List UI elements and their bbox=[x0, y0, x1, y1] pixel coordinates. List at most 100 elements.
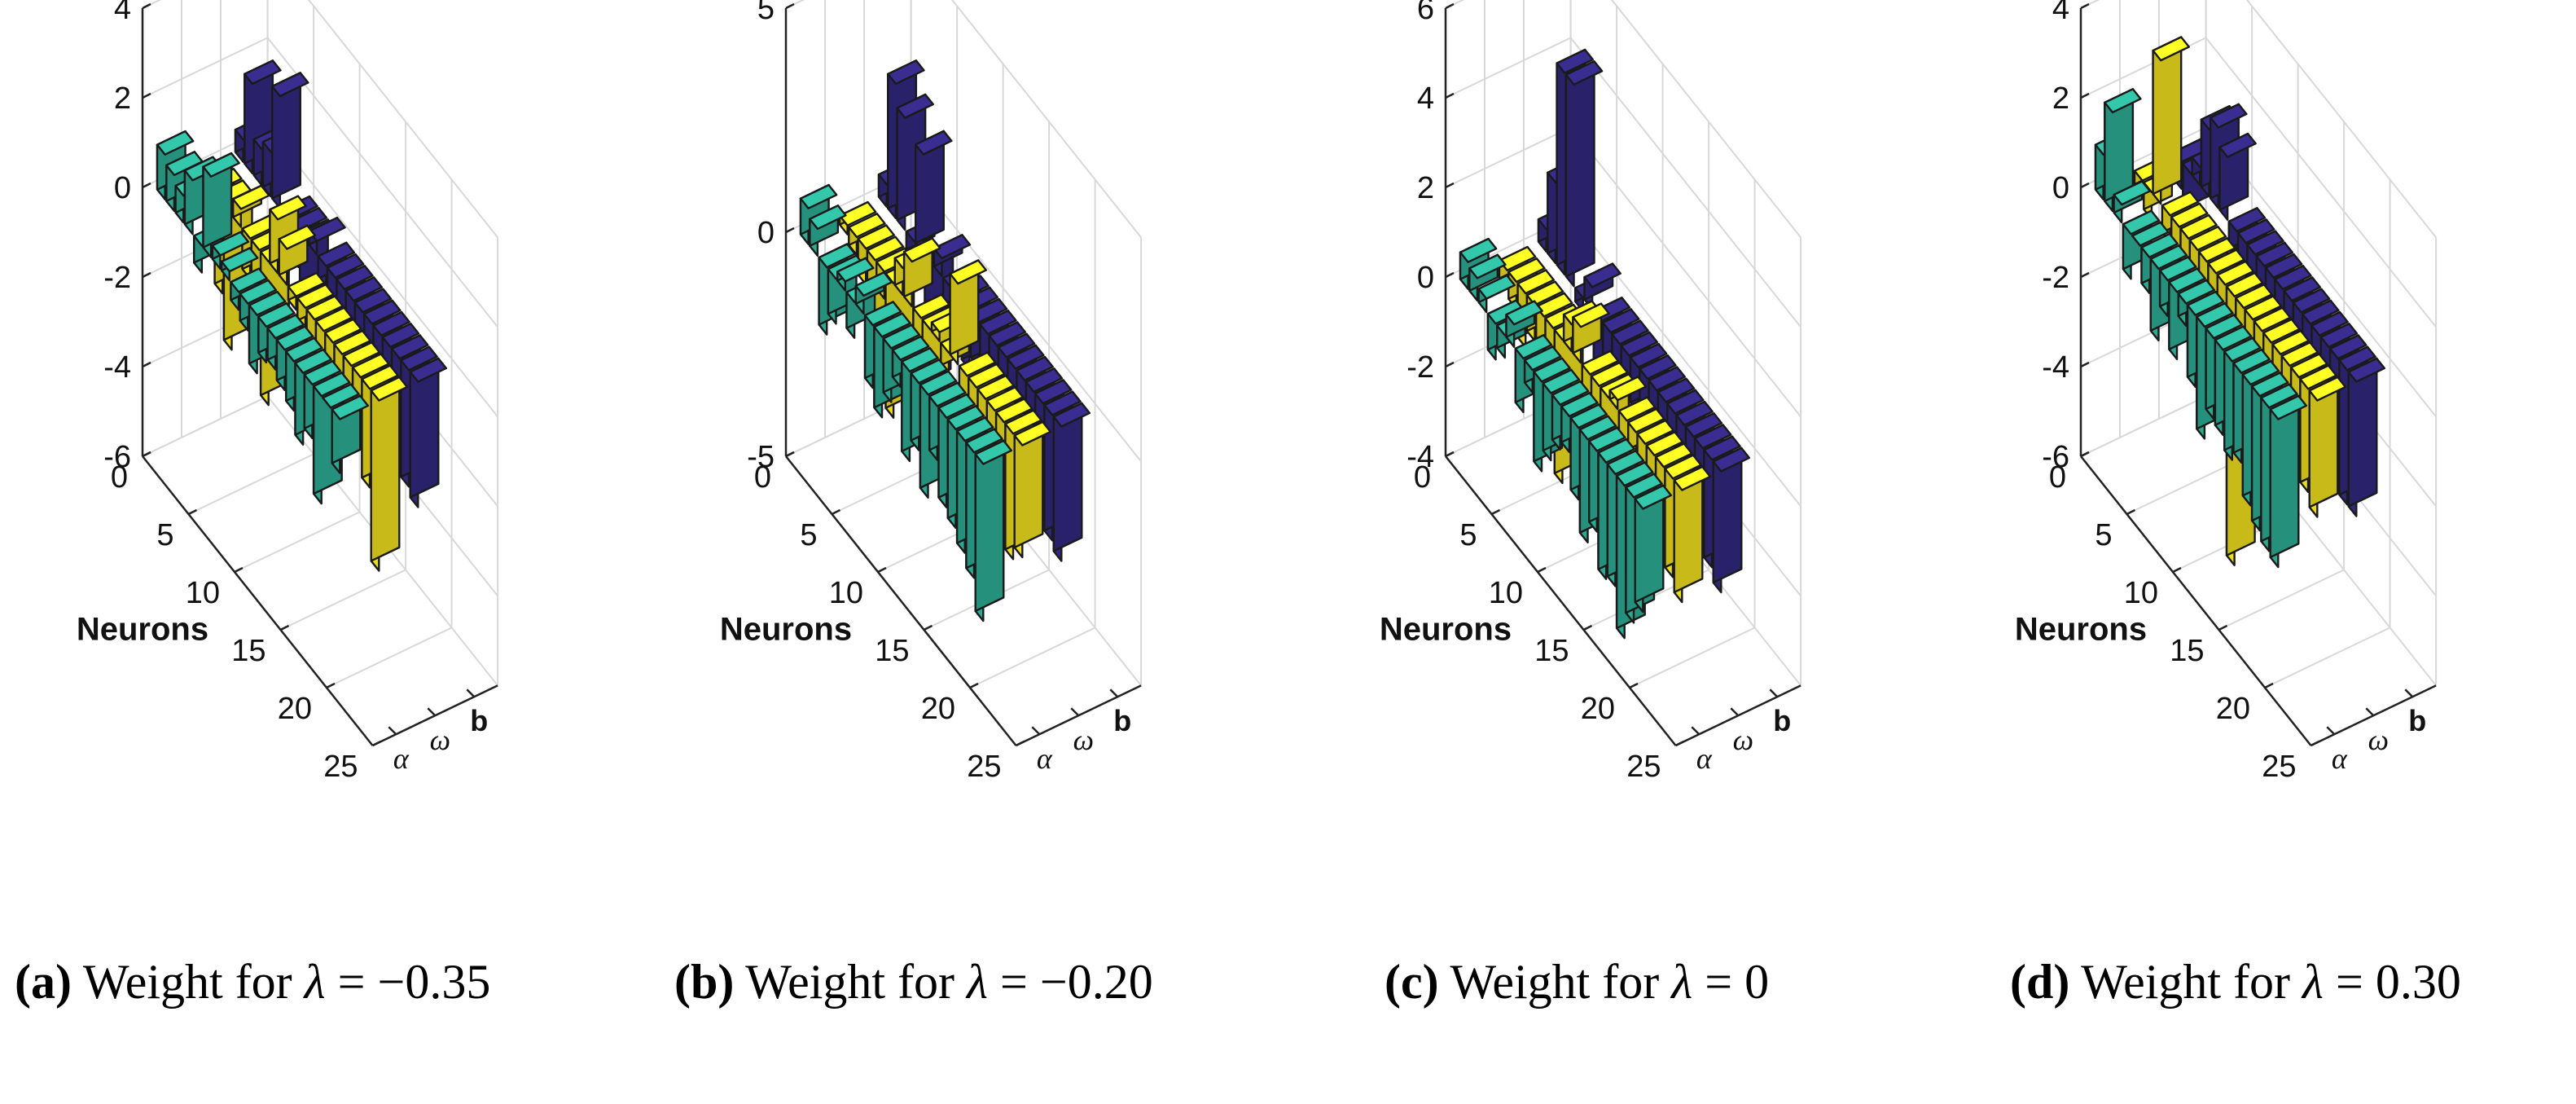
z-tick-label: 0 bbox=[757, 216, 775, 250]
x-tick-label: 25 bbox=[1626, 750, 1661, 784]
caption-tag: (b) bbox=[674, 955, 735, 1009]
bar-alpha-neuron-4 bbox=[2122, 209, 2161, 280]
bar-alpha-neuron-1 bbox=[1459, 237, 1498, 290]
caption-equals: = bbox=[1000, 955, 1028, 1009]
y-tick-label: b bbox=[2408, 704, 2426, 737]
y-tick-label: b bbox=[1773, 704, 1791, 737]
bar-alpha-neuron-3 bbox=[1477, 274, 1516, 314]
bar-alpha-neuron-20 bbox=[331, 394, 370, 474]
z-tick-label: 4 bbox=[1417, 81, 1434, 116]
bar-omega-neuron-20 bbox=[1013, 420, 1052, 559]
x-tick-label: 5 bbox=[800, 518, 817, 552]
bar-omega-neuron-1 bbox=[838, 200, 877, 235]
x-tick-label: 5 bbox=[2095, 518, 2112, 552]
x-tick-label: 15 bbox=[231, 634, 265, 668]
y-tick-label: α bbox=[393, 742, 410, 775]
caption-tag: (c) bbox=[1385, 955, 1439, 1009]
x-tick-label: 0 bbox=[1414, 460, 1431, 495]
caption-value: −0.35 bbox=[377, 955, 491, 1009]
y-tick-label: b bbox=[1113, 704, 1131, 737]
caption-text: Weight for bbox=[1450, 955, 1660, 1009]
z-tick-label: 0 bbox=[1417, 261, 1434, 295]
caption-tag: (d) bbox=[2010, 955, 2070, 1009]
z-tick-label: -2 bbox=[103, 261, 131, 295]
caption-c: (c) Weight for λ = 0 bbox=[1385, 955, 1906, 1009]
caption-b: (b) Weight for λ = −0.20 bbox=[674, 955, 1249, 1009]
z-tick-label: 0 bbox=[2052, 171, 2069, 205]
bar-alpha-neuron-20 bbox=[2269, 394, 2308, 569]
bar-alpha-neuron-5 bbox=[836, 257, 875, 292]
bars bbox=[799, 59, 1091, 622]
bar-alpha-neuron-3 bbox=[2113, 180, 2151, 224]
bar-alpha-neuron-10 bbox=[239, 279, 278, 332]
x-tick-label: 25 bbox=[2262, 750, 2296, 784]
bar-alpha-neuron-20 bbox=[1634, 484, 1673, 614]
bar-omega-neuron-20 bbox=[1673, 465, 1712, 604]
y-tick-label: b bbox=[470, 704, 488, 737]
y-tick-label: ω bbox=[1733, 724, 1753, 756]
caption-value: 0 bbox=[1744, 955, 1770, 1009]
z-tick-label: 2 bbox=[2052, 81, 2069, 116]
caption-lambda: λ bbox=[1671, 955, 1693, 1009]
bar-omega-neuron-2 bbox=[848, 213, 886, 257]
bar-b-neuron-9 bbox=[308, 216, 346, 256]
z-tick-label: 4 bbox=[2052, 0, 2069, 26]
bar-b-neuron-7 bbox=[933, 234, 972, 278]
bar-omega-neuron-13 bbox=[949, 259, 987, 366]
bar-omega-neuron-10 bbox=[278, 224, 317, 286]
caption-equals: = bbox=[337, 955, 366, 1009]
x-tick-label: 20 bbox=[2216, 692, 2250, 726]
x-axis-label: Neurons bbox=[1380, 611, 1512, 647]
bar-omega-neuron-11 bbox=[287, 271, 326, 311]
z-tick-label: -2 bbox=[1406, 350, 1434, 385]
z-tick-label: 2 bbox=[1417, 171, 1434, 205]
bar-b-neuron-20 bbox=[2347, 357, 2386, 517]
caption-equals: = bbox=[2336, 955, 2363, 1009]
bars bbox=[156, 59, 448, 572]
x-tick-label: 5 bbox=[156, 518, 173, 552]
z-tick-label: -2 bbox=[2042, 261, 2069, 295]
x-tick-label: 0 bbox=[111, 460, 128, 495]
z-tick-label: -4 bbox=[2042, 350, 2069, 385]
caption-text: Weight for bbox=[82, 955, 292, 1009]
y-tick-label: α bbox=[1037, 742, 1053, 775]
bar-omega-neuron-5 bbox=[232, 184, 270, 228]
y-tick-label: ω bbox=[430, 724, 450, 756]
bar-alpha-neuron-2 bbox=[809, 205, 847, 257]
x-axis-label: Neurons bbox=[77, 611, 208, 647]
chart-panel-c: 6 4 2 0 -2 -4 0 5 10 15 20 25 Neurons α ω b (c) Weight … bbox=[1303, 0, 1938, 1104]
y-axis bbox=[1015, 684, 1142, 747]
bar-omega-neuron-8 bbox=[902, 237, 941, 308]
caption-lambda: λ bbox=[967, 955, 989, 1009]
caption-lambda: λ bbox=[304, 955, 326, 1009]
caption-text: Weight for bbox=[745, 955, 955, 1009]
bar-alpha-neuron-6 bbox=[202, 152, 240, 258]
z-tick-label: 4 bbox=[114, 0, 131, 26]
z-tick-label: -5 bbox=[747, 440, 775, 474]
chart-panel-b: 5 0 -5 0 5 10 15 20 25 Neurons α ω b (b) Weight for … bbox=[643, 0, 1279, 1104]
bar-b-neuron-20 bbox=[1052, 402, 1091, 562]
bar-alpha-neuron-20 bbox=[974, 439, 1013, 622]
z-tick-label: -6 bbox=[2042, 440, 2069, 474]
x-axis-label: Neurons bbox=[2015, 611, 2147, 647]
x-tick-label: 20 bbox=[1581, 692, 1615, 726]
y-axis bbox=[1674, 684, 1801, 747]
x-tick-label: 10 bbox=[2124, 576, 2158, 610]
x-tick-label: 0 bbox=[754, 460, 771, 495]
bar-alpha-neuron-19 bbox=[322, 383, 360, 409]
x-tick-label: 5 bbox=[1459, 518, 1477, 552]
x-axis-label: Neurons bbox=[720, 611, 852, 647]
bar-alpha-neuron-8 bbox=[220, 247, 259, 282]
y-tick-label: ω bbox=[2368, 724, 2389, 756]
x-tick-label: 25 bbox=[967, 750, 1001, 784]
caption-text: Weight for bbox=[2081, 955, 2291, 1009]
bar-alpha-neuron-7 bbox=[854, 271, 893, 315]
bar-alpha-neuron-8 bbox=[1523, 345, 1562, 394]
z-tick-label: 2 bbox=[114, 81, 131, 116]
bar-b-neuron-3 bbox=[896, 93, 934, 231]
